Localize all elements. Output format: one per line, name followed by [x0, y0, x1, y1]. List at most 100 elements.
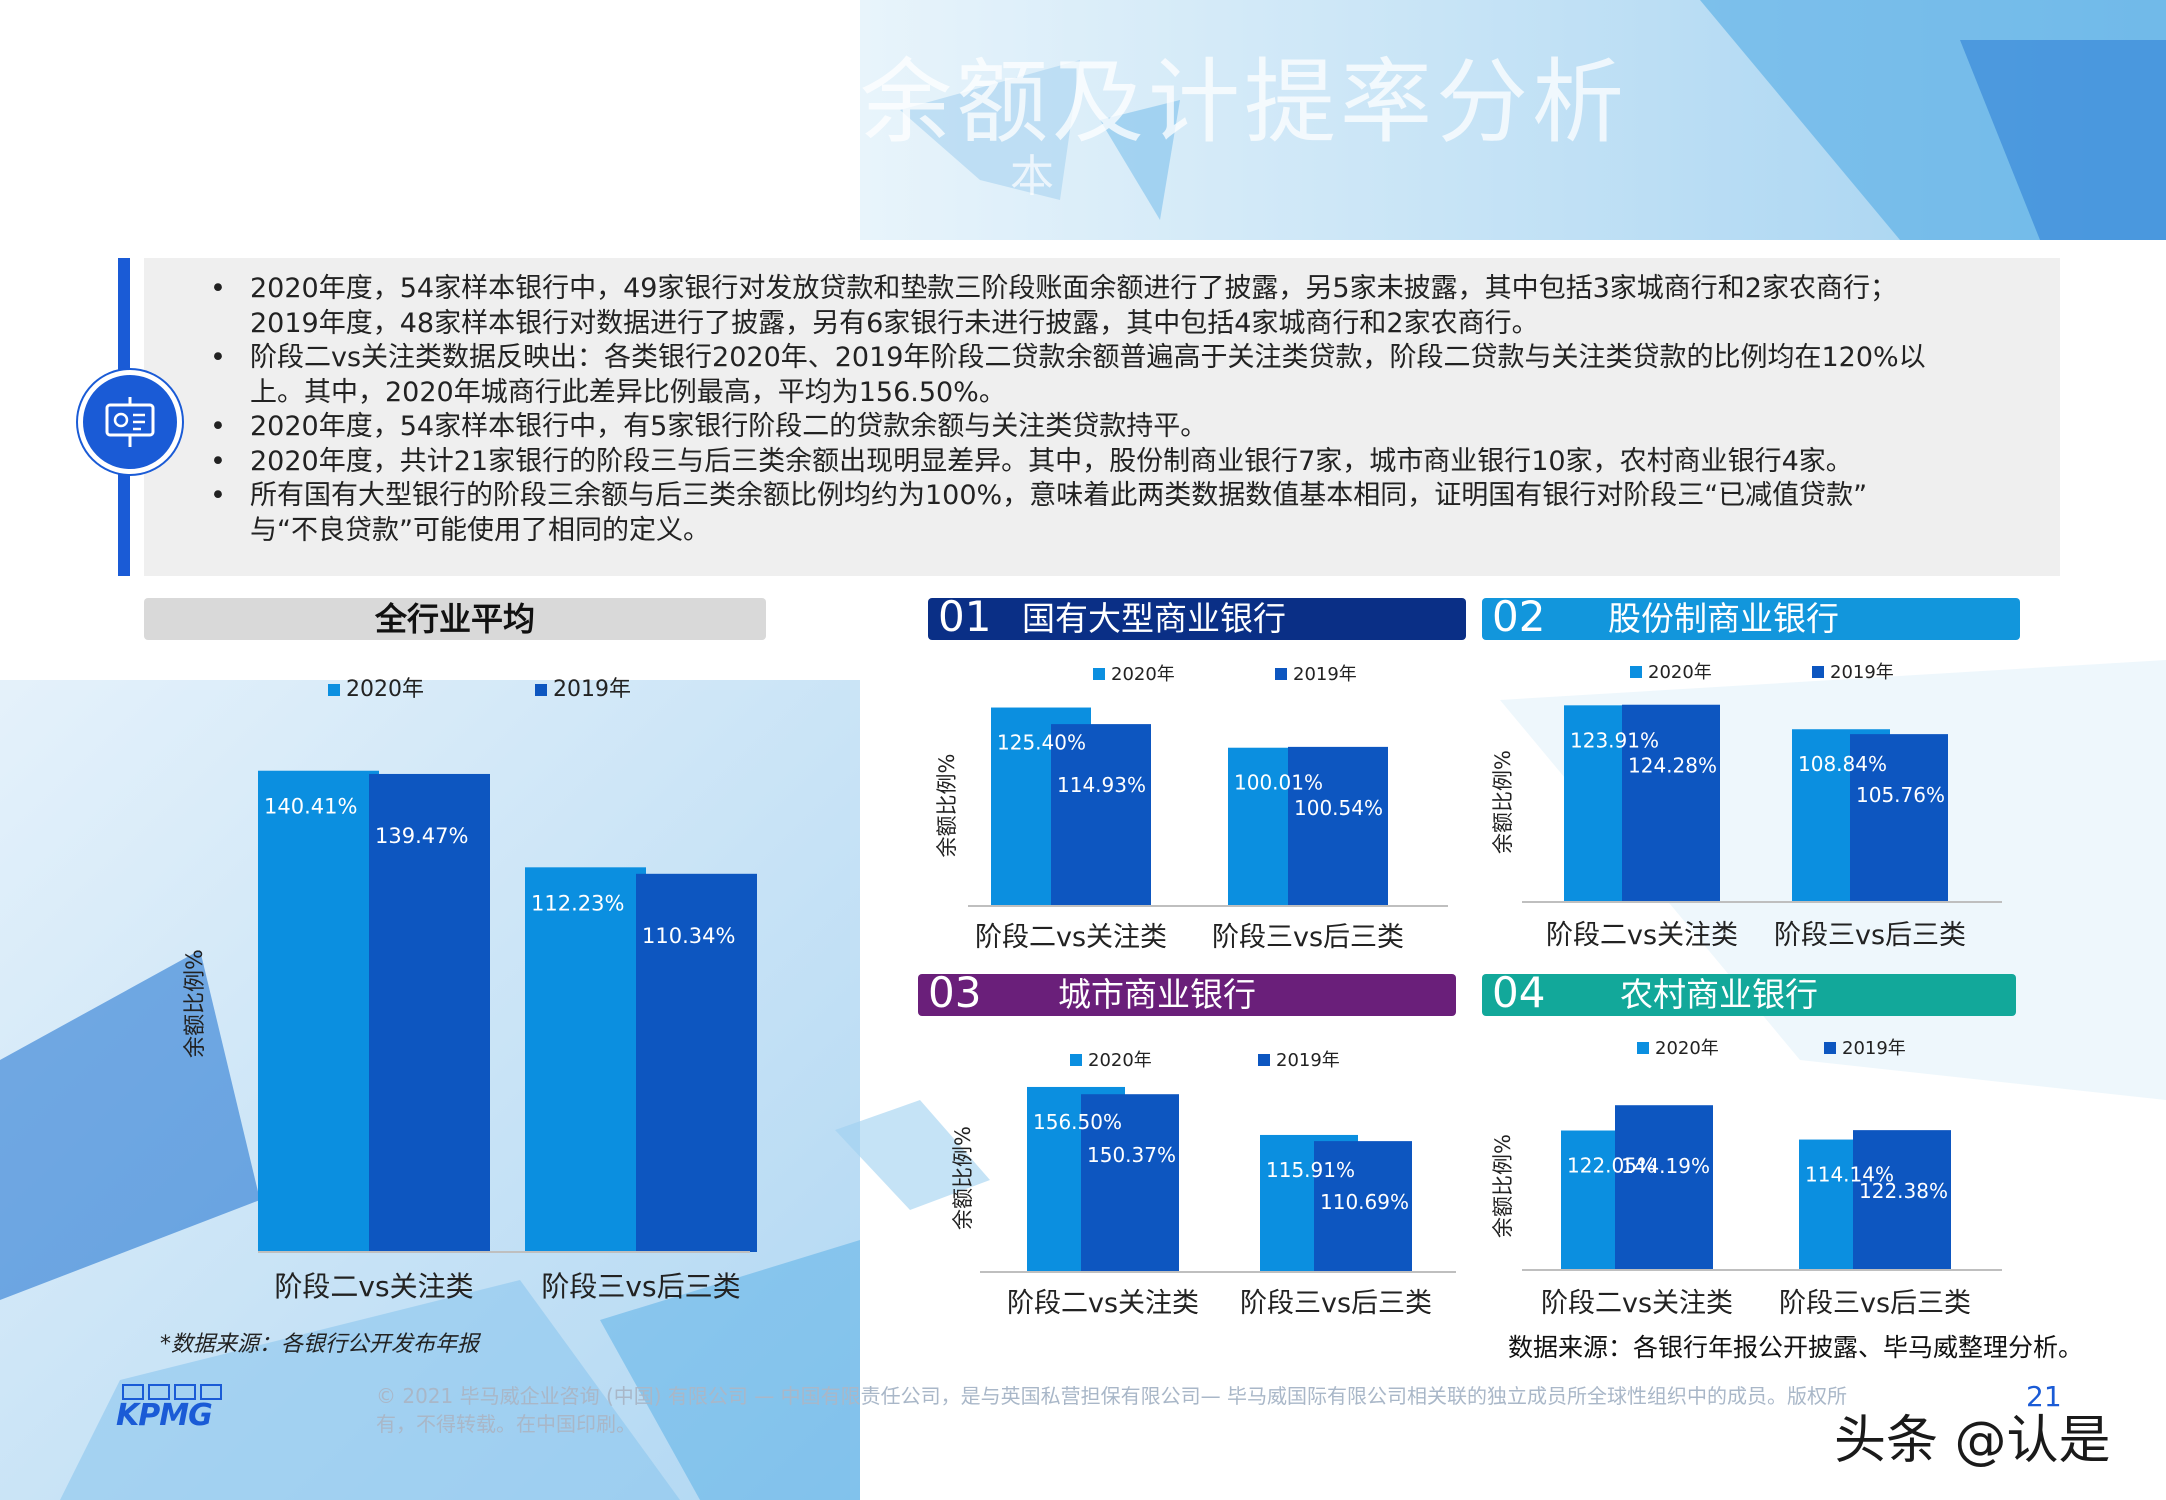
panel-title-03: 03 城市商业银行	[918, 968, 1456, 1017]
y-axis-label: 余额比例%	[183, 949, 208, 1058]
panel-title-02: 02 股份制商业银行	[1482, 592, 2020, 641]
category-label: 阶段三vs后三类	[541, 1270, 740, 1303]
legend-label: 2019年	[1830, 662, 1894, 683]
panel-name: 股份制商业银行	[1608, 599, 1839, 638]
chart-p03: 2020年 2019年 156.50% 150.37% 阶段二vs关注类 115.91% 1…	[951, 1050, 1456, 1319]
bar-p03-0-1	[1081, 1094, 1179, 1272]
legend-label: 2019年	[1276, 1050, 1340, 1071]
bar-p04-0-1	[1615, 1105, 1713, 1270]
bar-avg-0-1	[369, 773, 490, 1252]
bar-p01-1-1	[1288, 746, 1388, 906]
panel-number: 01	[938, 592, 992, 641]
chart-p04: 2020年 2019年 122.05%144.19% 阶段二vs关注类 114.14%1…	[1491, 1038, 2002, 1319]
legend-label: 2020年	[1655, 1038, 1719, 1059]
category-label: 阶段二vs关注类	[1007, 1288, 1199, 1319]
bar-avg-1-1	[636, 873, 757, 1252]
chart-p01: 2020年 2019年 125.40% 114.93% 阶段二vs关注类 100.01%1…	[935, 664, 1448, 953]
data-label: 144.19%	[1621, 1154, 1710, 1178]
data-label: 100.01%	[1234, 771, 1323, 795]
legend-swatch	[1630, 666, 1642, 678]
legend-swatch	[328, 684, 340, 696]
data-label: 122.38%	[1859, 1179, 1948, 1203]
panel-name: 农村商业银行	[1620, 975, 1818, 1014]
page-number: 21	[2026, 1380, 2062, 1413]
summary-bullet: 2020年度，54家样本银行中，有5家银行阶段二的贷款余额与关注类贷款持平。	[210, 410, 2040, 445]
data-label: 150.37%	[1087, 1143, 1176, 1167]
data-label: 156.50%	[1033, 1110, 1122, 1134]
chart-avg: 2020年 2019年 140.41% 139.47% 阶段二vs关注类 112.23% 1…	[183, 677, 757, 1303]
legend-swatch	[1637, 1042, 1649, 1054]
summary-bullet: 2020年度，54家样本银行中，49家银行对发放贷款和垫款三阶段账面余额进行了披…	[210, 272, 2040, 341]
category-label: 阶段三vs后三类	[1779, 1288, 1971, 1319]
legend-label: 2020年	[346, 677, 424, 702]
bar-p02-0-1	[1622, 704, 1720, 902]
bar-p04-1-1	[1853, 1130, 1951, 1270]
legend-label: 2019年	[553, 677, 631, 702]
data-label: 100.54%	[1294, 796, 1383, 820]
legend-swatch	[1258, 1054, 1270, 1066]
chart-p02: 2020年 2019年 123.91%124.28% 阶段二vs关注类 108.84% 1…	[1491, 662, 2002, 951]
presentation-board-icon	[78, 370, 182, 474]
category-label: 阶段二vs关注类	[975, 922, 1167, 953]
data-label: 140.41%	[264, 795, 357, 819]
copyright-notice: © 2021 毕马威企业咨询 (中国) 有限公司 — 中国有限责任公司，是与英国…	[376, 1384, 1848, 1436]
legend-swatch	[535, 684, 547, 696]
panel-name: 国有大型商业银行	[1022, 599, 1286, 638]
data-label: 139.47%	[375, 824, 468, 848]
category-label: 阶段二vs关注类	[274, 1270, 473, 1303]
summary-bullet: 2020年度，共计21家银行的阶段三与后三类余额出现明显差异。其中，股份制商业银…	[210, 445, 2040, 480]
category-label: 阶段三vs后三类	[1240, 1288, 1432, 1319]
legend-swatch	[1093, 668, 1105, 680]
category-label: 阶段三vs后三类	[1212, 922, 1404, 953]
category-label: 阶段三vs后三类	[1774, 920, 1966, 951]
y-axis-label: 余额比例%	[951, 1126, 975, 1230]
panel-name: 城市商业银行	[1058, 975, 1256, 1014]
y-axis-label: 余额比例%	[1491, 750, 1515, 854]
summary-list: 2020年度，54家样本银行中，49家银行对发放贷款和垫款三阶段账面余额进行了披…	[210, 272, 2040, 548]
data-source-note: 数据来源：各银行年报公开披露、毕马威整理分析。	[1508, 1333, 2084, 1362]
panel-number: 04	[1492, 968, 1546, 1017]
legend-swatch	[1812, 666, 1824, 678]
bar-p02-1-1	[1850, 734, 1948, 902]
legend-swatch	[1824, 1042, 1836, 1054]
chart-title-avg: 全行业平均	[144, 598, 766, 640]
chart-footnote: *数据来源：各银行公开发布年报	[160, 1332, 480, 1357]
bar-avg-0-0	[258, 770, 379, 1252]
category-label: 阶段二vs关注类	[1546, 920, 1738, 951]
data-label: 124.28%	[1628, 754, 1717, 778]
legend-label: 2019年	[1842, 1038, 1906, 1059]
legend-label: 2020年	[1088, 1050, 1152, 1071]
logo-text: KPMG	[116, 1398, 213, 1433]
category-label: 阶段二vs关注类	[1541, 1288, 1733, 1319]
bar-p03-1-1	[1314, 1141, 1412, 1272]
data-label: 122.05%	[1567, 1154, 1656, 1178]
data-label: 114.14%	[1805, 1163, 1894, 1187]
data-label: 125.40%	[997, 731, 1086, 755]
data-label: 114.93%	[1057, 773, 1146, 797]
data-label: 112.23%	[531, 891, 624, 915]
legend-label: 2020年	[1648, 662, 1712, 683]
legend-swatch	[1275, 668, 1287, 680]
data-label: 105.76%	[1856, 783, 1945, 807]
summary-bullet: 所有国有大型银行的阶段三余额与后三类余额比例均约为100%，意味着此两类数据数值…	[210, 479, 2040, 548]
data-label: 115.91%	[1266, 1158, 1355, 1182]
legend-label: 2019年	[1293, 664, 1357, 685]
data-label: 123.91%	[1570, 728, 1659, 752]
watermark-text: 头条 @认是	[1834, 1411, 2111, 1471]
data-label: 108.84%	[1798, 752, 1887, 776]
page-subtitle: 本	[1010, 151, 1054, 202]
bar-p01-0-1	[1051, 724, 1151, 906]
panel-title-01: 01 国有大型商业银行	[928, 592, 1466, 641]
summary-bullet: 阶段二vs关注类数据反映出：各类银行2020年、2019年阶段二贷款余额普遍高于…	[210, 341, 2040, 410]
panel-number: 02	[1492, 592, 1546, 641]
page-title: 余额及计提率分析	[860, 49, 1629, 156]
y-axis-label: 余额比例%	[1491, 1134, 1515, 1238]
legend-label: 2020年	[1111, 664, 1175, 685]
y-axis-label: 余额比例%	[935, 754, 959, 858]
bar-avg-1-0	[525, 867, 646, 1252]
panel-number: 03	[928, 968, 982, 1017]
legend-swatch	[1070, 1054, 1082, 1066]
data-label: 110.69%	[1320, 1190, 1409, 1214]
kpmg-logo: KPMG	[114, 1384, 226, 1433]
